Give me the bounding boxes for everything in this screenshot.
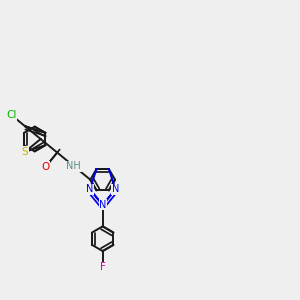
Text: O: O — [42, 162, 50, 172]
Text: N: N — [99, 200, 106, 210]
Text: S: S — [22, 147, 28, 157]
Text: NH: NH — [66, 161, 81, 171]
Text: F: F — [100, 262, 106, 272]
Text: N: N — [86, 184, 94, 194]
Text: N: N — [112, 184, 119, 194]
Text: Cl: Cl — [6, 110, 16, 120]
